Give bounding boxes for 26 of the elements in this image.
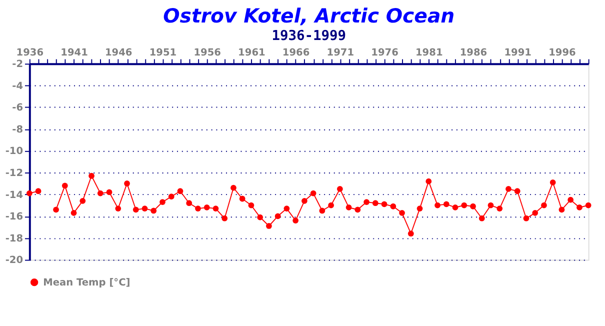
y-tick-label: -4 (12, 80, 24, 92)
y-tick-label: -18 (5, 233, 24, 244)
y-tick-label: -14 (5, 190, 24, 201)
x-tick-label: 1941 (60, 47, 88, 58)
chart-subtitle: 1936-1999 (272, 28, 346, 44)
chart-title: Ostrov Kotel, Arctic Ocean (163, 4, 455, 28)
x-tick-label: 1976 (371, 47, 399, 58)
x-tick-label: 1986 (460, 47, 488, 58)
y-tick-label: -6 (12, 102, 24, 114)
x-tick-label: 1956 (194, 47, 222, 58)
y-tick-label: -20 (5, 255, 24, 266)
y-tick-label: -16 (5, 212, 24, 223)
x-tick-label: 1981 (415, 47, 443, 58)
y-tick-label: -12 (5, 168, 24, 180)
x-tick-label: 1971 (326, 47, 354, 58)
y-tick-label: -8 (12, 124, 24, 136)
x-tick-label: 1966 (282, 47, 310, 58)
x-tick-label: 1996 (548, 47, 576, 58)
x-tick-label: 1961 (238, 47, 266, 58)
x-tick-label: 1991 (504, 47, 532, 58)
x-tick-label: 1951 (149, 47, 177, 58)
y-tick-label: -10 (5, 146, 24, 158)
x-tick-label: 1936 (16, 47, 44, 58)
x-tick-label: 1946 (104, 47, 132, 58)
legend-label: Mean Temp [°C] (43, 277, 130, 288)
y-tick-label: -2 (12, 59, 24, 70)
